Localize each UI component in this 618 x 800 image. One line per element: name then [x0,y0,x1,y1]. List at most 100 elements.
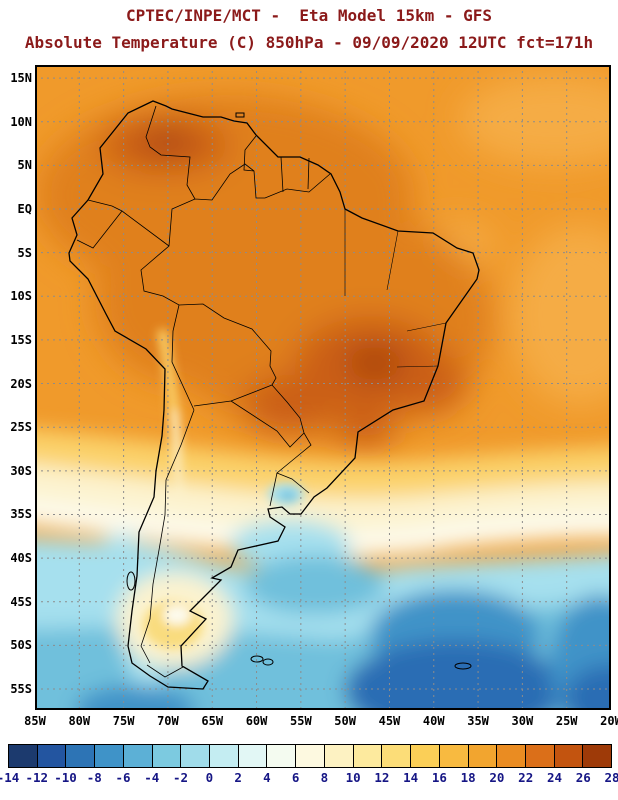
colorbar-segment [439,745,469,767]
map-plot-area [35,65,611,710]
falkland-east-island [262,658,274,666]
field-patagonia-white-core [163,605,191,625]
lon-label: 80W [68,714,91,728]
colorbar-tick: 4 [263,770,271,785]
colorbar-segment [66,745,96,767]
colorbar-tick: 2 [234,770,242,785]
page-subtitle: Absolute Temperature (C) 850hPa - 09/09/… [24,33,594,52]
field-blue-far-south [75,685,195,710]
colorbar-tick: -10 [54,770,77,785]
lon-label: 85W [24,714,46,728]
lat-label: 15N [10,71,32,86]
field-yellow-band [35,429,611,510]
colorbar-segment [411,745,440,767]
colorbar-segment [95,745,124,767]
lat-label: 25S [10,420,32,435]
lon-label: 55W [290,714,312,728]
chiloe-island [126,571,136,591]
colorbar-segment [238,745,268,767]
lat-label: EQ [17,202,32,216]
colorbar-tick: 12 [374,770,390,785]
colorbar-tick: -2 [173,770,189,785]
colorbar-segment [382,745,412,767]
south-america-coastline [68,100,480,690]
colorbar-tick: 16 [431,770,447,785]
colorbar-tick: -4 [144,770,160,785]
colorbar-segment [181,745,211,767]
field-cyan-pampas [245,555,385,615]
field-hottest-core-venezuela [141,129,193,153]
colorbar-segment [267,745,297,767]
lon-label: 70W [157,714,179,728]
lat-label: 5S [17,245,32,260]
colorbar-segment [497,745,526,767]
colorbar-tick: 22 [518,770,534,785]
temperature-colorbar [8,744,612,768]
field-deep-blue-south [345,640,565,710]
colorbar-segment [9,745,38,767]
field-andes-cream-stripe [172,409,182,498]
field-cream-band [35,464,611,538]
lat-label: 55S [10,682,32,696]
lat-label: 10N [10,114,32,129]
field-deep-blue-corner [565,665,611,710]
colorbar-tick: 28 [604,770,618,785]
colorbar-tick: 20 [489,770,505,785]
lon-label: 45W [378,714,401,728]
lon-label: 75W [112,714,135,728]
colorbar-tick: 18 [460,770,476,785]
map-frame [35,65,611,710]
colorbar-tick: 24 [546,770,562,785]
colorbar-tick: -8 [86,770,102,785]
colorbar-segment [123,745,153,767]
lat-label: 15S [10,332,32,347]
lat-label: 50S [10,638,32,653]
lon-label: 40W [422,714,445,728]
colorbar-segment [152,745,182,767]
colorbar-tick: 10 [345,770,361,785]
temperature-map [35,65,611,710]
colorbar-tick: -6 [115,770,131,785]
colorbar-segment [583,745,612,767]
field-hotter-south-coast [335,412,395,448]
grid-lines [35,65,611,710]
field-hottest-core-brazil [347,345,403,381]
lon-label: 60W [245,714,268,728]
colorbar-segment [353,745,383,767]
colorbar-segment [468,745,498,767]
lon-label: 35W [467,714,489,728]
lat-label: 30S [10,463,32,478]
field-warm-light-ne [460,75,611,165]
colorbar-tick: -14 [0,770,20,785]
colorbar-tick: -12 [25,770,49,785]
colorbar-tick: 6 [291,770,300,785]
colorbar-segment [324,745,354,767]
lat-label: 5N [17,158,32,173]
country-borders [76,105,331,678]
colorbar-tick: 8 [320,770,329,785]
colorbar-segment [296,745,325,767]
lat-label: 10S [10,289,32,304]
field-white-band [35,499,611,558]
colorbar-tick: 26 [575,770,591,785]
colorbar-segment [210,745,239,767]
colorbar-segment [554,745,584,767]
colorbar-tick: 14 [403,770,419,785]
trinidad-island [235,112,245,118]
islands [126,112,472,670]
field-uruguay-cold-core [280,491,296,501]
lon-label: 25W [555,714,578,728]
colorbar-tick: 0 [205,770,214,785]
lon-label: 65W [201,714,224,728]
field-hot-west-amazon [95,215,275,385]
lat-label: 35S [10,507,32,522]
lat-label: 20S [10,376,32,391]
colorbar-segment [37,745,67,767]
field-hotter-paraguay [242,375,338,435]
falkland-west-island [250,655,264,663]
lon-label: 30W [511,714,534,728]
lat-label: 40S [10,551,32,566]
lon-label: 20W [600,714,618,728]
page-title: CPTEC/INPE/MCT - Eta Model 15km - GFS [125,6,493,25]
